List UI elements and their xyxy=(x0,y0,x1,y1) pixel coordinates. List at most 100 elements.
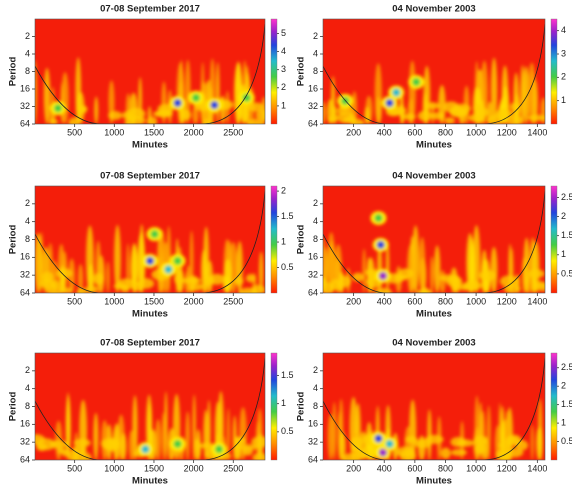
y-tick-label: 32 xyxy=(20,270,30,280)
power-streak xyxy=(77,264,84,293)
power-streak xyxy=(374,63,382,124)
power-patch xyxy=(245,274,256,283)
power-spot xyxy=(215,445,223,454)
power-streak xyxy=(419,237,426,293)
y-tick-label: 64 xyxy=(308,118,318,128)
power-streak xyxy=(43,67,51,124)
power-streak xyxy=(434,245,441,293)
y-tick-label: 4 xyxy=(25,48,30,58)
colorbar-tick-label: 1.5 xyxy=(281,211,294,221)
y-tick-label: 2 xyxy=(313,198,318,208)
panel: 07-08 September 2017 Minutes Period 500 1000… xyxy=(8,338,294,487)
power-patch xyxy=(132,282,143,292)
x-tick-label: 1200 xyxy=(497,463,517,473)
y-tick-label: 4 xyxy=(25,216,30,226)
colorbar xyxy=(550,18,558,125)
power-patch xyxy=(327,116,338,123)
colorbar-tick-label: 3 xyxy=(561,48,566,58)
y-axis-label: Period xyxy=(296,225,307,255)
power-patch xyxy=(46,285,64,293)
power-patch xyxy=(430,112,445,120)
colorbar-tick-label: 1.5 xyxy=(561,230,572,240)
panel: 04 November 2003 Minutes Period 200 400 600 80… xyxy=(296,4,567,151)
power-patch xyxy=(403,113,416,121)
power-patch xyxy=(182,109,192,121)
y-tick-label: 2 xyxy=(25,198,30,208)
power-streak xyxy=(236,241,243,293)
power-streak xyxy=(86,225,94,293)
power-patch xyxy=(527,114,545,122)
chart-title: 07-08 September 2017 xyxy=(100,338,200,349)
x-tick-label: 500 xyxy=(67,296,82,306)
power-streak xyxy=(128,430,135,460)
power-streak xyxy=(364,106,370,124)
panel: 07-08 September 2017 Minutes Period 500 1000… xyxy=(8,171,294,320)
power-patch xyxy=(251,436,265,448)
y-tick-label: 32 xyxy=(308,101,318,111)
power-spot xyxy=(374,214,383,223)
y-tick-label: 8 xyxy=(25,66,30,76)
power-streak xyxy=(161,412,165,460)
power-patch xyxy=(504,448,524,458)
x-axis-label: Minutes xyxy=(132,476,168,487)
power-patch xyxy=(506,434,522,447)
x-axis-label: Minutes xyxy=(132,140,168,151)
colorbar-tick-label: 3 xyxy=(281,64,286,74)
y-tick-label: 2 xyxy=(313,31,318,41)
power-streak xyxy=(258,251,264,293)
power-patch xyxy=(126,107,146,120)
power-streak xyxy=(490,57,498,124)
power-patch xyxy=(473,435,488,446)
colorbar-tick-label: 2 xyxy=(561,72,566,82)
y-tick-label: 32 xyxy=(20,101,30,111)
power-patch xyxy=(527,269,545,279)
x-tick-label: 1400 xyxy=(527,127,547,137)
x-tick-label: 800 xyxy=(438,127,453,137)
x-tick-label: 2000 xyxy=(184,127,204,137)
power-spot xyxy=(54,104,62,113)
power-streak xyxy=(490,246,498,293)
y-axis-label: Period xyxy=(8,225,19,255)
power-streak xyxy=(520,65,525,124)
y-tick-label: 32 xyxy=(308,437,318,447)
power-spot xyxy=(385,99,394,107)
y-tick-label: 16 xyxy=(20,252,30,262)
power-streak xyxy=(93,412,99,460)
colorbar-tick-label: 1 xyxy=(561,417,566,427)
panel: 07-08 September 2017 Minutes Period 500 1000… xyxy=(8,4,287,151)
colorbar xyxy=(550,352,558,461)
power-patch xyxy=(93,272,104,285)
power-patch xyxy=(350,444,360,452)
colorbar-tick-label: 1 xyxy=(281,100,286,110)
power-patch xyxy=(39,278,55,289)
power-patch xyxy=(103,440,119,452)
y-tick-label: 64 xyxy=(308,454,318,464)
y-tick-label: 32 xyxy=(20,437,30,447)
power-patch xyxy=(323,277,328,287)
power-patch xyxy=(251,284,265,293)
colorbar-tick-label: 1 xyxy=(281,398,286,408)
power-streak xyxy=(94,96,99,124)
power-spot xyxy=(210,101,219,110)
colorbar xyxy=(550,185,558,294)
colorbar-tick-label: 1.5 xyxy=(561,399,572,409)
heatmap xyxy=(323,19,545,124)
power-patch xyxy=(174,273,183,285)
colorbar-tick-label: 1.5 xyxy=(281,370,294,380)
x-tick-label: 200 xyxy=(346,127,361,137)
x-tick-label: 200 xyxy=(346,463,361,473)
heatmap xyxy=(323,186,545,293)
y-tick-label: 4 xyxy=(313,48,318,58)
power-streak xyxy=(161,81,167,124)
power-patch xyxy=(146,116,158,124)
y-tick-label: 16 xyxy=(308,252,318,262)
power-patch xyxy=(56,268,73,279)
power-streak xyxy=(530,424,534,460)
power-spot xyxy=(164,265,173,274)
power-streak xyxy=(106,261,110,293)
y-tick-label: 4 xyxy=(25,383,30,393)
y-tick-label: 8 xyxy=(313,401,318,411)
x-tick-label: 1500 xyxy=(144,463,164,473)
colorbar-tick-label: 0.5 xyxy=(281,262,294,272)
colorbar-tick-label: 4 xyxy=(281,46,286,56)
